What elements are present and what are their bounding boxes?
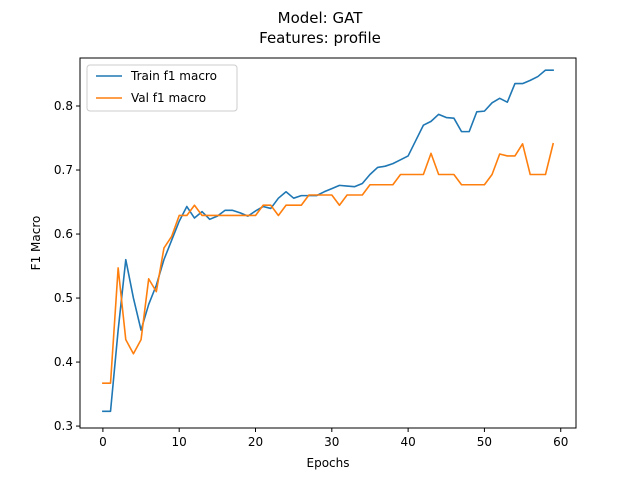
y-tick-label: 0.3 — [54, 419, 73, 433]
series-line-val-f1-macro — [102, 142, 555, 384]
x-tick-label: 20 — [248, 435, 263, 449]
x-tick-label: 30 — [324, 435, 339, 449]
y-tick-label: 0.6 — [54, 227, 73, 241]
chart-title: Model: GAT — [278, 9, 364, 27]
x-tick-label: 50 — [477, 435, 492, 449]
series-lines — [102, 69, 555, 413]
y-axis-label: F1 Macro — [29, 216, 43, 271]
x-tick-label: 10 — [172, 435, 187, 449]
series-line-train-f1-macro — [102, 69, 554, 413]
y-tick-label: 0.8 — [54, 99, 73, 113]
legend-box — [86, 64, 238, 112]
y-tick-label: 0.4 — [54, 355, 73, 369]
x-tick-label: 0 — [99, 435, 107, 449]
axes-frame — [79, 57, 577, 429]
axis-ticks: 0 10 20 30 40 50 60 0.3 0.4 0.5 0.6 0.7 0.8 — [54, 99, 568, 449]
x-tick-label: 40 — [400, 435, 415, 449]
chart-subtitle: Features: profile — [259, 29, 381, 47]
x-axis-label: Epochs — [307, 456, 350, 470]
legend-label-train: Train f1 macro — [130, 69, 217, 83]
legend-label-val: Val f1 macro — [131, 91, 206, 105]
legend: Train f1 macro Val f1 macro — [86, 64, 238, 112]
x-tick-label: 60 — [553, 435, 568, 449]
y-tick-label: 0.7 — [54, 163, 73, 177]
y-tick-label: 0.5 — [54, 291, 73, 305]
